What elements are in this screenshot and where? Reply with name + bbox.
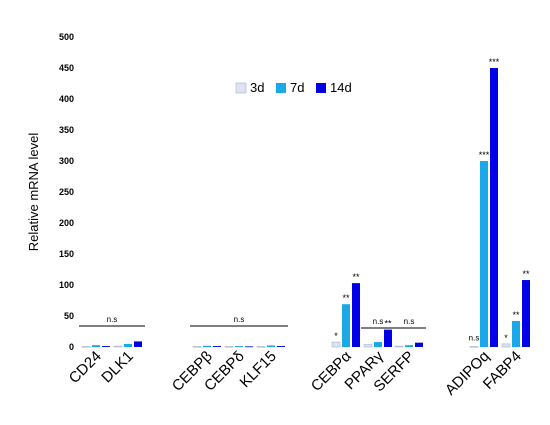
bar-3d-ADIPOq	[469, 346, 479, 348]
bar-3d-SERFP	[394, 345, 404, 348]
bar-14d-CEBPβ	[213, 346, 221, 347]
bar-3d-PPARγ	[363, 344, 373, 348]
bar-3d-CD24	[81, 346, 91, 348]
bar-7d-CEBPδ	[235, 346, 243, 347]
bar-14d-PPARγ	[384, 329, 392, 347]
bar-7d-CEBPα	[342, 304, 350, 347]
bar-14d-FABP4	[522, 280, 530, 347]
bar-14d-ADIPOq	[490, 68, 498, 347]
bar-3d-FABP4	[501, 343, 511, 348]
bar-3d-KLF15	[256, 346, 266, 348]
y-axis-label: Relative mRNA level	[26, 133, 41, 252]
y-tick-label: 450	[59, 63, 74, 73]
bar-14d-CEBPα	[352, 283, 360, 347]
y-tick-label: 350	[59, 125, 74, 135]
significance-label: **	[342, 293, 350, 303]
bar-14d-DLK1	[134, 341, 142, 347]
bar-7d-KLF15	[267, 345, 275, 347]
significance-label: **	[522, 269, 530, 279]
bar-7d-PPARγ	[374, 342, 382, 347]
bars	[81, 68, 530, 348]
x-tick-label: CD24	[66, 348, 105, 387]
bar-3d-DLK1	[113, 345, 123, 348]
bar-3d-CEBPα	[331, 341, 341, 348]
bar-7d-CEBPβ	[203, 345, 211, 347]
legend-label: 3d	[250, 80, 264, 95]
significance-label: ***	[479, 150, 490, 160]
bar-7d-DLK1	[124, 343, 132, 347]
bar-14d-CD24	[102, 346, 110, 347]
y-tick-label: 500	[59, 32, 74, 42]
annotations: *******n.s***********	[334, 57, 530, 343]
y-tick-label: 300	[59, 156, 74, 166]
bar-3d-CEBPβ	[192, 346, 202, 348]
y-tick-label: 200	[59, 218, 74, 228]
significance-label: **	[512, 310, 520, 320]
legend-swatch-7d	[276, 83, 286, 93]
ns-bracket-label: n.s	[404, 317, 415, 326]
brackets: n.s n.s n.s n.s	[79, 315, 426, 329]
legend-swatch-14d	[316, 83, 326, 93]
y-axis: 0 50 100 150 200 250 300 350 400 450 500	[59, 32, 74, 352]
legend-label: 14d	[330, 80, 352, 95]
y-tick-label: 400	[59, 94, 74, 104]
significance-label: **	[384, 319, 392, 329]
ns-bracket-label: n.s	[373, 317, 384, 326]
y-tick-label: 250	[59, 187, 74, 197]
bar-14d-CEBPδ	[245, 346, 253, 348]
x-tick-label: ADIPOq	[442, 348, 493, 399]
significance-label: **	[352, 272, 360, 282]
ns-bracket-label: n.s	[234, 315, 245, 324]
legend-label: 7d	[290, 80, 304, 95]
legend-swatch-3d	[235, 82, 247, 94]
bar-7d-SERFP	[405, 345, 413, 347]
bar-3d-CEBPδ	[224, 346, 234, 348]
y-tick-label: 100	[59, 280, 74, 290]
legend: 3d 7d 14d	[235, 80, 352, 95]
y-tick-label: 50	[64, 311, 74, 321]
significance-label: ***	[489, 57, 500, 67]
bar-14d-SERFP	[415, 342, 423, 347]
x-tick-label: DLK1	[98, 348, 137, 387]
y-tick-label: 0	[69, 342, 74, 352]
bar-7d-CD24	[92, 345, 100, 347]
bar-14d-KLF15	[277, 346, 285, 347]
bar-7d-FABP4	[512, 320, 520, 347]
significance-label: n.s	[469, 333, 480, 342]
significance-label: *	[504, 333, 508, 343]
x-tick-label: KLF15	[237, 348, 280, 391]
significance-label: *	[334, 331, 338, 341]
bar-7d-ADIPOq	[480, 161, 488, 347]
ns-bracket-label: n.s	[107, 315, 118, 324]
y-tick-label: 150	[59, 249, 74, 259]
